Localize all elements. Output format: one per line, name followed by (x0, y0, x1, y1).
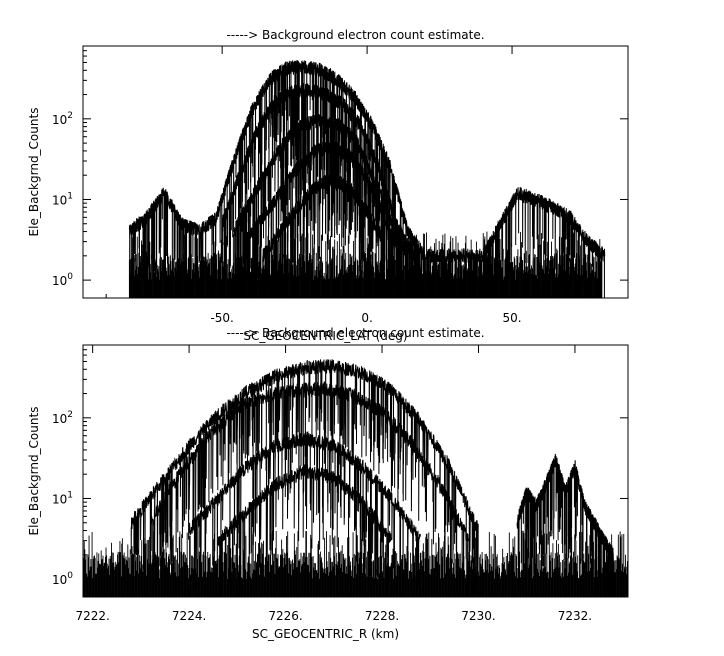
y-tick-label: 100 (52, 571, 73, 587)
y-tick-label: 101 (52, 191, 73, 207)
x-tick-label: 7222. (75, 609, 109, 623)
x-tick-label: 7232. (558, 609, 592, 623)
x-tick-label: 0. (361, 311, 372, 325)
y-tick-label: 102 (52, 410, 73, 426)
chart-title: -----> Background electron count estimat… (226, 326, 484, 340)
y-tick-label: 101 (52, 490, 73, 506)
series-line-3 (217, 464, 392, 597)
y-axis-label: Ele_Backgrnd_Counts (27, 108, 41, 237)
x-tick-label: -50. (210, 311, 233, 325)
chart-panel-bottom: -----> Background electron count estimat… (27, 326, 629, 641)
y-tick-label: 102 (52, 111, 73, 127)
plot-frame (82, 45, 629, 299)
x-tick-label: 7226. (268, 609, 302, 623)
series-line-1 (150, 381, 470, 597)
x-tick-label: 7228. (365, 609, 399, 623)
chart-title: -----> Background electron count estimat… (226, 28, 484, 42)
series-line-0 (128, 60, 606, 298)
x-axis-label: SC_GEOCENTRIC_LAT (deg) (243, 329, 407, 343)
y-tick-label: 100 (52, 272, 73, 288)
data-noise-band (83, 530, 628, 597)
x-tick-label: 50. (502, 311, 521, 325)
series-line-4 (516, 453, 614, 597)
y-axis-label: Ele_Backgrnd_Counts (27, 407, 41, 536)
x-axis-label: SC_GEOCENTRIC_R (km) (252, 627, 399, 641)
series-line-0 (130, 359, 479, 597)
chart-panel-top: -----> Background electron count estimat… (27, 28, 629, 343)
series-line-4 (262, 172, 385, 298)
series-line-3 (244, 139, 403, 298)
x-tick-label: 7224. (172, 609, 206, 623)
series-line-1 (221, 83, 414, 298)
series-line-2 (233, 114, 408, 298)
x-tick-label: 7230. (461, 609, 495, 623)
series-line-2 (188, 430, 421, 597)
plot-frame (82, 344, 629, 598)
